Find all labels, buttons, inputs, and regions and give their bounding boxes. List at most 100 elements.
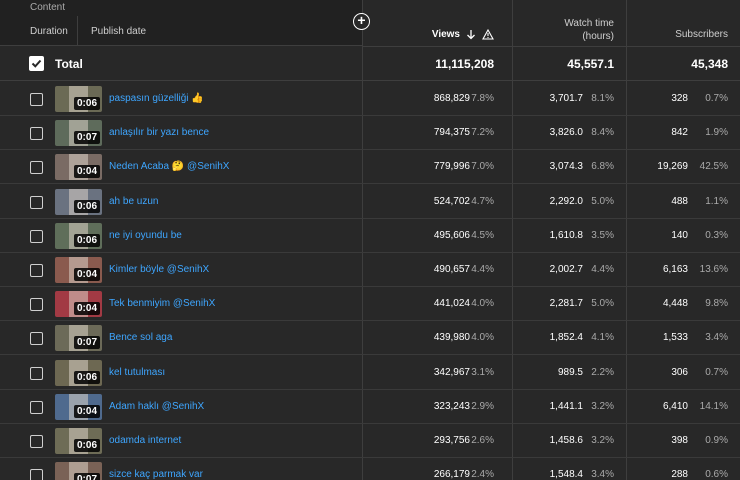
watch-time-unit-label: (hours)	[582, 31, 614, 42]
row-checkbox[interactable]	[30, 195, 43, 209]
subscribers-percent: 42.5%	[699, 161, 728, 173]
publish-date-column-header[interactable]: Publish date	[91, 26, 147, 37]
views-value: 441,024	[433, 298, 470, 310]
watch-time-percent: 6.8%	[591, 161, 614, 173]
video-thumbnail[interactable]: 0:04	[55, 393, 102, 420]
row-checkbox[interactable]	[30, 332, 43, 346]
row-checkbox[interactable]	[30, 435, 43, 448]
row-checkbox[interactable]	[30, 366, 43, 380]
video-thumbnail[interactable]: 0:06	[55, 359, 102, 386]
row-checkbox[interactable]	[30, 264, 43, 277]
content-label: Content	[30, 2, 66, 13]
table-row[interactable]: 0:06 kel tutulması 342,967 3.1% 989.5 2.…	[0, 356, 740, 390]
subscribers-value: 488	[671, 195, 688, 207]
video-title-link[interactable]: Tek benmiyim @SenihX	[109, 298, 216, 310]
video-title-link[interactable]: Neden Acaba 🤔 @SenihX	[109, 161, 230, 173]
add-column-button[interactable]: +	[353, 13, 370, 30]
video-duration: 0:06	[73, 439, 100, 452]
video-thumbnail[interactable]: 0:06	[55, 222, 102, 249]
watch-time-value: 1,548.4	[549, 469, 583, 480]
table-row[interactable]: 0:04 Adam haklı @SenihX 323,243 2.9% 1,4…	[0, 390, 740, 424]
row-checkbox[interactable]	[30, 93, 43, 106]
watch-time-percent: 3.5%	[591, 229, 614, 241]
table-row[interactable]: 0:04 Tek benmiyim @SenihX 441,024 4.0% 2…	[0, 287, 740, 322]
subscribers-column-header[interactable]: Subscribers	[675, 29, 728, 40]
video-duration: 0:06	[73, 233, 100, 247]
sort-down-arrow-icon	[467, 30, 475, 40]
subscribers-percent: 3.4%	[705, 332, 728, 344]
video-thumbnail[interactable]: 0:06	[55, 428, 102, 454]
video-title-link[interactable]: ne iyi oyundu be	[109, 229, 182, 241]
watch-time-value: 2,281.7	[549, 298, 583, 310]
table-row[interactable]: 0:07 sizce kaç parmak var 266,179 2.4% 1…	[0, 458, 740, 480]
video-title-link[interactable]: Adam haklı @SenihX	[109, 400, 205, 412]
video-title-link[interactable]: Bence sol aga	[109, 332, 173, 344]
video-duration: 0:04	[73, 165, 100, 179]
watch-time-percent: 2.2%	[591, 366, 614, 378]
row-checkbox[interactable]	[30, 161, 43, 175]
subscribers-percent: 9.8%	[705, 298, 728, 310]
table-row[interactable]: 0:04 Neden Acaba 🤔 @SenihX 779,996 7.0% …	[0, 150, 740, 185]
views-value: 868,829	[433, 93, 470, 104]
video-title-link[interactable]: ah be uzun	[109, 195, 159, 207]
warning-icon[interactable]	[482, 29, 494, 40]
watch-time-percent: 3.2%	[591, 435, 614, 446]
subscribers-percent: 1.9%	[705, 127, 728, 139]
views-value: 794,375	[433, 127, 470, 139]
views-percent: 4.4%	[471, 264, 494, 275]
views-percent: 7.0%	[471, 161, 494, 173]
table-row[interactable]: 0:06 odamda internet 293,756 2.6% 1,458.…	[0, 424, 740, 458]
video-thumbnail[interactable]: 0:07	[55, 462, 102, 480]
row-checkbox[interactable]	[30, 229, 43, 243]
watch-time-percent: 8.1%	[591, 93, 614, 104]
table-row[interactable]: 0:04 Kimler böyle @SenihX 490,657 4.4% 2…	[0, 253, 740, 287]
table-row[interactable]: 0:07 anlaşılır bir yazı bence 794,375 7.…	[0, 116, 740, 151]
watch-time-column-header[interactable]: Watch time (hours)	[564, 17, 614, 43]
video-title-link[interactable]: anlaşılır bir yazı bence	[109, 127, 210, 139]
video-thumbnail[interactable]: 0:06	[55, 188, 102, 215]
video-title-link[interactable]: paspasın güzelliği 👍	[109, 93, 204, 104]
watch-time-value: 2,002.7	[549, 264, 583, 275]
video-title-link[interactable]: odamda internet	[109, 435, 182, 446]
table-row[interactable]: 0:07 Bence sol aga 439,980 4.0% 1,852.4 …	[0, 321, 740, 356]
views-percent: 2.6%	[471, 435, 494, 446]
table-row[interactable]: 0:06 ah be uzun 524,702 4.7% 2,292.0 5.0…	[0, 185, 740, 219]
watch-time-percent: 5.0%	[591, 298, 614, 310]
video-thumbnail[interactable]: 0:04	[55, 257, 102, 283]
video-thumbnail[interactable]: 0:04	[55, 291, 102, 318]
column-divider	[362, 0, 363, 480]
row-checkbox[interactable]	[30, 469, 43, 480]
views-value: 439,980	[433, 332, 470, 344]
video-title-link[interactable]: sizce kaç parmak var	[109, 469, 203, 480]
video-thumbnail[interactable]: 0:04	[55, 154, 102, 181]
row-checkbox[interactable]	[30, 298, 43, 312]
video-duration: 0:04	[73, 302, 100, 316]
subscribers-value: 6,410	[662, 400, 688, 412]
watch-time-value: 3,826.0	[549, 127, 583, 139]
watch-time-percent: 4.1%	[591, 332, 614, 344]
table-row[interactable]: 0:06 paspasın güzelliği 👍 868,829 7.8% 3…	[0, 82, 740, 116]
watch-time-percent: 8.4%	[591, 127, 614, 139]
video-thumbnail[interactable]: 0:07	[55, 325, 102, 352]
subscribers-value: 306	[671, 366, 688, 378]
checkmark-icon	[31, 59, 42, 68]
row-checkbox[interactable]	[30, 127, 43, 141]
subscribers-percent: 0.3%	[705, 229, 728, 241]
video-title-link[interactable]: kel tutulması	[109, 366, 166, 378]
views-percent: 4.0%	[471, 332, 494, 344]
views-column-header[interactable]: Views	[432, 29, 494, 40]
video-title-link[interactable]: Kimler böyle @SenihX	[109, 264, 210, 275]
video-thumbnail[interactable]: 0:06	[55, 86, 102, 112]
subscribers-value: 6,163	[662, 264, 688, 275]
table-row[interactable]: 0:06 ne iyi oyundu be 495,606 4.5% 1,610…	[0, 219, 740, 253]
duration-column-header[interactable]: Duration	[30, 26, 68, 37]
views-percent: 2.9%	[471, 400, 494, 412]
select-all-checkbox[interactable]	[29, 56, 44, 71]
column-divider	[77, 16, 78, 46]
row-checkbox[interactable]	[30, 400, 43, 414]
subscribers-percent: 0.7%	[705, 93, 728, 104]
views-percent: 7.2%	[471, 127, 494, 139]
views-percent: 3.1%	[471, 366, 494, 378]
video-thumbnail[interactable]: 0:07	[55, 120, 102, 147]
